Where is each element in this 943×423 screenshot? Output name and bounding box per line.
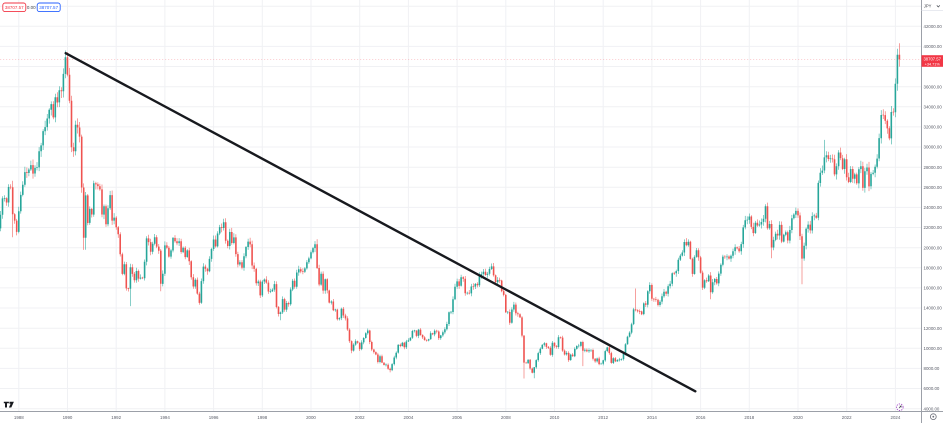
svg-text:32000.00: 32000.00 (924, 125, 943, 130)
svg-text:2012: 2012 (598, 415, 608, 420)
svg-text:38707.57: 38707.57 (39, 5, 58, 10)
svg-text:2002: 2002 (355, 415, 365, 420)
svg-text:1998: 1998 (257, 415, 267, 420)
svg-text:1990: 1990 (63, 415, 73, 420)
svg-text:2006: 2006 (452, 415, 462, 420)
svg-text:10000.00: 10000.00 (924, 346, 943, 351)
svg-text:2004: 2004 (404, 415, 414, 420)
svg-text:34000.00: 34000.00 (924, 104, 943, 109)
svg-text:40000.00: 40000.00 (924, 44, 943, 49)
svg-text:6000.00: 6000.00 (924, 386, 940, 391)
svg-text:0.00: 0.00 (27, 5, 36, 10)
svg-text:2010: 2010 (550, 415, 560, 420)
svg-text:20000.00: 20000.00 (924, 245, 943, 250)
svg-text:2024: 2024 (891, 415, 901, 420)
svg-text:2018: 2018 (744, 415, 754, 420)
svg-text:36000.00: 36000.00 (924, 84, 943, 89)
svg-text:4000.00: 4000.00 (924, 406, 940, 411)
svg-text:38707.57: 38707.57 (5, 5, 24, 10)
svg-text:1988: 1988 (14, 415, 24, 420)
svg-text:24000.00: 24000.00 (924, 205, 943, 210)
svg-text:2014: 2014 (647, 415, 657, 420)
svg-text:22000.00: 22000.00 (924, 225, 943, 230)
svg-text:28000.00: 28000.00 (924, 165, 943, 170)
svg-text:26000.00: 26000.00 (924, 185, 943, 190)
svg-text:+34.71%: +34.71% (925, 62, 941, 66)
svg-text:12000.00: 12000.00 (924, 326, 943, 331)
svg-text:1994: 1994 (160, 415, 170, 420)
svg-text:42000.00: 42000.00 (924, 24, 943, 29)
svg-text:14000.00: 14000.00 (924, 306, 943, 311)
svg-text:16000.00: 16000.00 (924, 286, 943, 291)
svg-text:2016: 2016 (696, 415, 706, 420)
svg-text:1992: 1992 (111, 415, 121, 420)
svg-text:2020: 2020 (793, 415, 803, 420)
svg-text:2022: 2022 (842, 415, 852, 420)
svg-text:18000.00: 18000.00 (924, 265, 943, 270)
svg-text:2000: 2000 (306, 415, 316, 420)
svg-text:38707.57: 38707.57 (923, 57, 941, 62)
svg-text:JPY: JPY (924, 4, 932, 9)
svg-text:1996: 1996 (209, 415, 219, 420)
svg-text:30000.00: 30000.00 (924, 145, 943, 150)
svg-text:8000.00: 8000.00 (924, 366, 940, 371)
svg-text:2008: 2008 (501, 415, 511, 420)
